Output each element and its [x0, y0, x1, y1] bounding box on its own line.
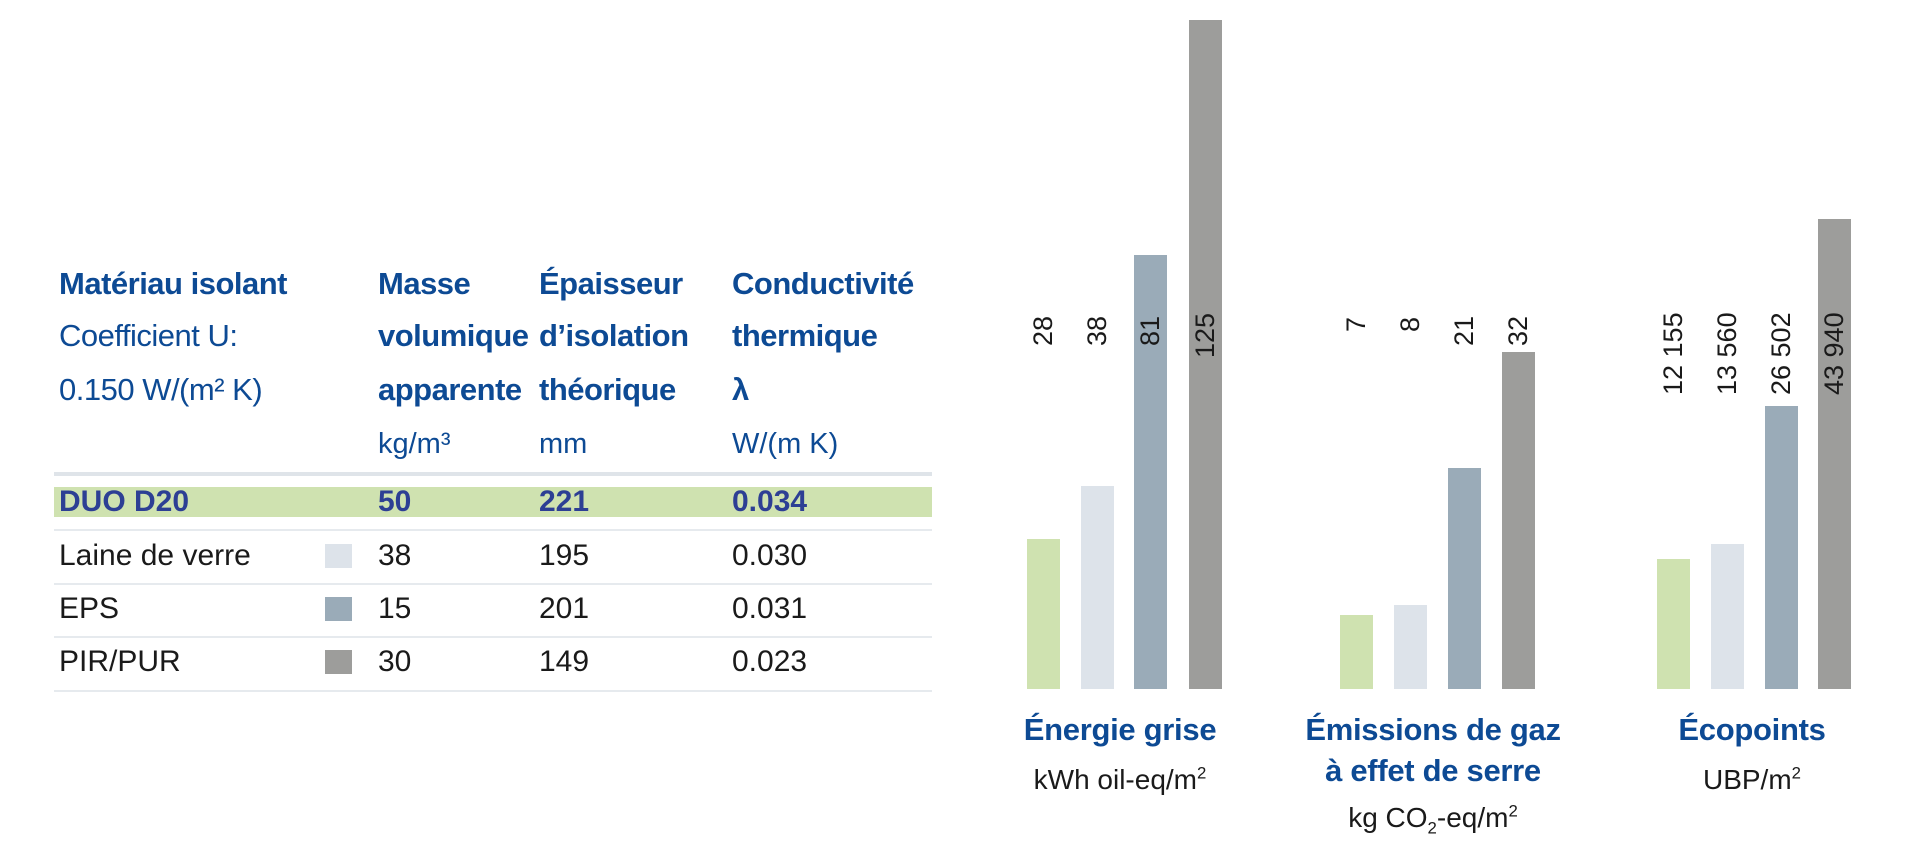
row-conductivity: 0.030 [732, 539, 808, 572]
bar-eps [1134, 255, 1167, 689]
row-density: 30 [378, 645, 412, 678]
bar-laine [1711, 544, 1744, 689]
chart-unit: kWh oil-eq/m2 [1033, 763, 1207, 795]
bar-eps [1765, 406, 1798, 689]
bar-duo [1027, 539, 1060, 689]
chart-title: Énergie grise [1023, 712, 1217, 747]
row-name: PIR/PUR [59, 645, 181, 678]
header-material: Matériau isolant [59, 266, 288, 301]
value-label: 7 [1341, 316, 1371, 332]
row-thickness: 195 [539, 539, 590, 572]
header-thickness-line1: Épaisseur [539, 266, 683, 301]
bar-pir [1189, 20, 1222, 689]
row-thickness: 221 [539, 485, 590, 518]
row-density: 15 [378, 592, 412, 625]
row-thickness: 201 [539, 592, 590, 625]
value-label: 125 [1190, 312, 1220, 358]
chart-title-line2: à effet de serre [1325, 753, 1541, 788]
header-conductivity-line2: thermique [732, 318, 878, 353]
row-name: Laine de verre [59, 539, 251, 572]
header-thickness-line3: théorique [539, 372, 676, 407]
highlight-row-duo [54, 487, 932, 517]
header-density-unit: kg/m³ [378, 428, 451, 460]
chart-unit: UBP/m2 [1702, 763, 1802, 795]
header-separator [54, 472, 932, 476]
header-density-line3: apparente [378, 372, 522, 407]
header-conductivity-unit: W/(m K) [732, 428, 839, 460]
chart-title: Émissions de gaz [1305, 712, 1561, 747]
row-conductivity: 0.023 [732, 645, 808, 678]
row-name: EPS [59, 592, 120, 625]
value-label: 13 560 [1712, 312, 1742, 395]
bar-eps [1448, 468, 1481, 689]
header-u-coefficient-label: Coefficient U: [59, 318, 238, 353]
bar-laine [1081, 486, 1114, 689]
value-label: 8 [1395, 316, 1425, 332]
value-label: 38 [1082, 315, 1112, 346]
row-divider [54, 529, 932, 531]
header-density-line2: volumique [378, 318, 529, 353]
bar-laine [1394, 605, 1427, 689]
bar-duo [1657, 559, 1690, 689]
header-thickness-unit: mm [539, 428, 588, 460]
value-label: 43 940 [1819, 312, 1849, 395]
chart-unit: kg CO2-eq/m2 [1348, 801, 1518, 838]
row-thickness: 149 [539, 645, 590, 678]
value-label: 28 [1028, 315, 1058, 346]
bar-pir [1818, 219, 1851, 689]
legend-swatch-laine [325, 544, 352, 568]
value-label: 32 [1503, 315, 1533, 346]
value-label: 21 [1449, 315, 1479, 346]
value-label: 26 502 [1766, 312, 1796, 395]
row-density: 38 [378, 539, 412, 572]
row-conductivity: 0.031 [732, 592, 808, 625]
legend-swatch-eps [325, 597, 352, 621]
legend-swatch-pir [325, 650, 352, 674]
header-u-coefficient-value: 0.150 W/(m² K) [59, 372, 263, 407]
chart-title: Écopoints [1678, 712, 1826, 747]
row-name: DUO D20 [59, 485, 190, 518]
value-label: 81 [1135, 315, 1165, 346]
row-divider [54, 583, 932, 585]
bar-pir [1502, 352, 1535, 689]
bar-duo [1340, 615, 1373, 689]
header-conductivity-line1: Conductivité [732, 266, 914, 301]
header-conductivity-line3: λ [732, 372, 749, 407]
row-divider [54, 636, 932, 638]
value-label: 12 155 [1658, 312, 1688, 395]
row-density: 50 [378, 485, 412, 518]
header-density-line1: Masse [378, 266, 471, 301]
header-thickness-line2: d’isolation [539, 318, 689, 353]
row-divider [54, 690, 932, 692]
row-conductivity: 0.034 [732, 485, 808, 518]
